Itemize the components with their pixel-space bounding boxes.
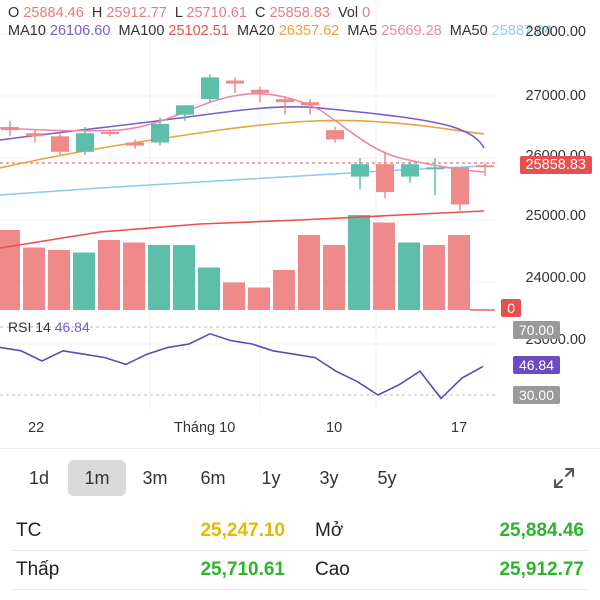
date-label: 10 <box>326 420 343 436</box>
divider <box>0 448 600 449</box>
ma-legend: MA10 26106.60 MA100 25102.51 MA20 26357.… <box>8 23 553 39</box>
price-axis-label: 24000.00 <box>525 270 586 286</box>
stat-mo: Mở 25,884.46 <box>315 520 584 541</box>
stat-cao: Cao 25,912.77 <box>315 559 584 580</box>
candle-body <box>276 99 294 103</box>
ma5-line <box>0 92 485 173</box>
rsi-upper-tag: 70.00 <box>512 321 560 339</box>
volume-bar <box>373 222 395 310</box>
candle-body <box>251 89 269 93</box>
volume-bar <box>198 267 220 310</box>
candle-body <box>326 130 344 140</box>
volume-bar <box>0 230 20 310</box>
volume-bar <box>23 247 45 310</box>
range-1m[interactable]: 1m <box>68 460 126 496</box>
candle-body <box>426 167 444 170</box>
candlestick-chart[interactable] <box>0 0 600 448</box>
rsi-legend: RSI 14 46.84 <box>8 319 90 335</box>
volume-bar <box>123 242 145 310</box>
ma10-line <box>0 105 485 149</box>
ma20-line <box>0 119 485 169</box>
range-1y[interactable]: 1y <box>261 468 281 488</box>
stat-thap: Thấp 25,710.61 <box>16 559 285 580</box>
stat-row: TC 25,247.10 Mở 25,884.46 <box>12 512 588 551</box>
volume-bar <box>148 245 170 310</box>
volume-bar <box>98 240 120 310</box>
volume-tag: 0 <box>501 299 521 317</box>
range-3y[interactable]: 3y <box>319 468 339 488</box>
price-axis-label: 25000.00 <box>525 208 586 224</box>
candle-body <box>176 105 194 115</box>
price-axis-label: 28000.00 <box>525 24 586 40</box>
rsi-chart <box>0 332 484 400</box>
volume-bar <box>323 245 345 310</box>
candle-body <box>301 102 319 106</box>
candle-body <box>351 164 369 177</box>
range-5y[interactable]: 5y <box>377 468 397 488</box>
ohlc-header: O 25884.46 H 25912.77 L 25710.61 C 25858… <box>8 5 371 21</box>
candle-body <box>76 133 94 152</box>
volume-bar <box>398 242 420 310</box>
range-1d[interactable]: 1d <box>28 468 50 488</box>
range-selector: 1d 1m 3m 6m 1y 3y 5y <box>10 460 416 496</box>
grid <box>0 0 495 410</box>
rsi-current-tag: 46.84 <box>512 356 560 374</box>
candle-body <box>226 80 244 84</box>
volume-bar <box>348 215 370 310</box>
volume-bar <box>423 245 445 310</box>
current-price-tag: 25858.83 <box>519 156 592 174</box>
date-label: Tháng 10 <box>174 420 236 436</box>
candle-body <box>376 164 394 193</box>
expand-icon[interactable] <box>552 466 576 490</box>
candle-body <box>151 123 169 143</box>
candle-body <box>126 142 144 146</box>
volume-bar <box>248 287 270 310</box>
candle-body <box>476 165 494 168</box>
candle-body <box>26 133 44 137</box>
volume-bar <box>448 235 470 310</box>
candles <box>1 74 494 211</box>
candle-body <box>201 77 219 100</box>
rsi-line <box>0 332 484 400</box>
candle-body <box>51 136 69 152</box>
date-label: 17 <box>451 420 468 436</box>
candle-body <box>101 131 119 134</box>
rsi-lower-tag: 30.00 <box>512 386 560 404</box>
volume-bars <box>0 215 495 311</box>
volume-bar <box>273 270 295 310</box>
stat-row: Thấp 25,710.61 Cao 25,912.77 <box>12 551 588 590</box>
candle-body <box>451 167 469 205</box>
stat-tc: TC 25,247.10 <box>16 520 285 541</box>
range-6m[interactable]: 6m <box>200 468 226 488</box>
volume-bar <box>298 235 320 310</box>
volume-bar <box>173 245 195 310</box>
candle-body <box>401 164 419 177</box>
volume-bar <box>48 250 70 310</box>
stats-table: TC 25,247.10 Mở 25,884.46 Thấp 25,710.61… <box>0 512 600 590</box>
date-label: 22 <box>28 420 45 436</box>
volume-bar <box>223 282 245 310</box>
price-axis-label: 27000.00 <box>525 88 586 104</box>
range-3m[interactable]: 3m <box>142 468 168 488</box>
volume-bar <box>73 252 95 310</box>
candle-body <box>1 127 19 131</box>
ma100-line <box>0 210 485 249</box>
